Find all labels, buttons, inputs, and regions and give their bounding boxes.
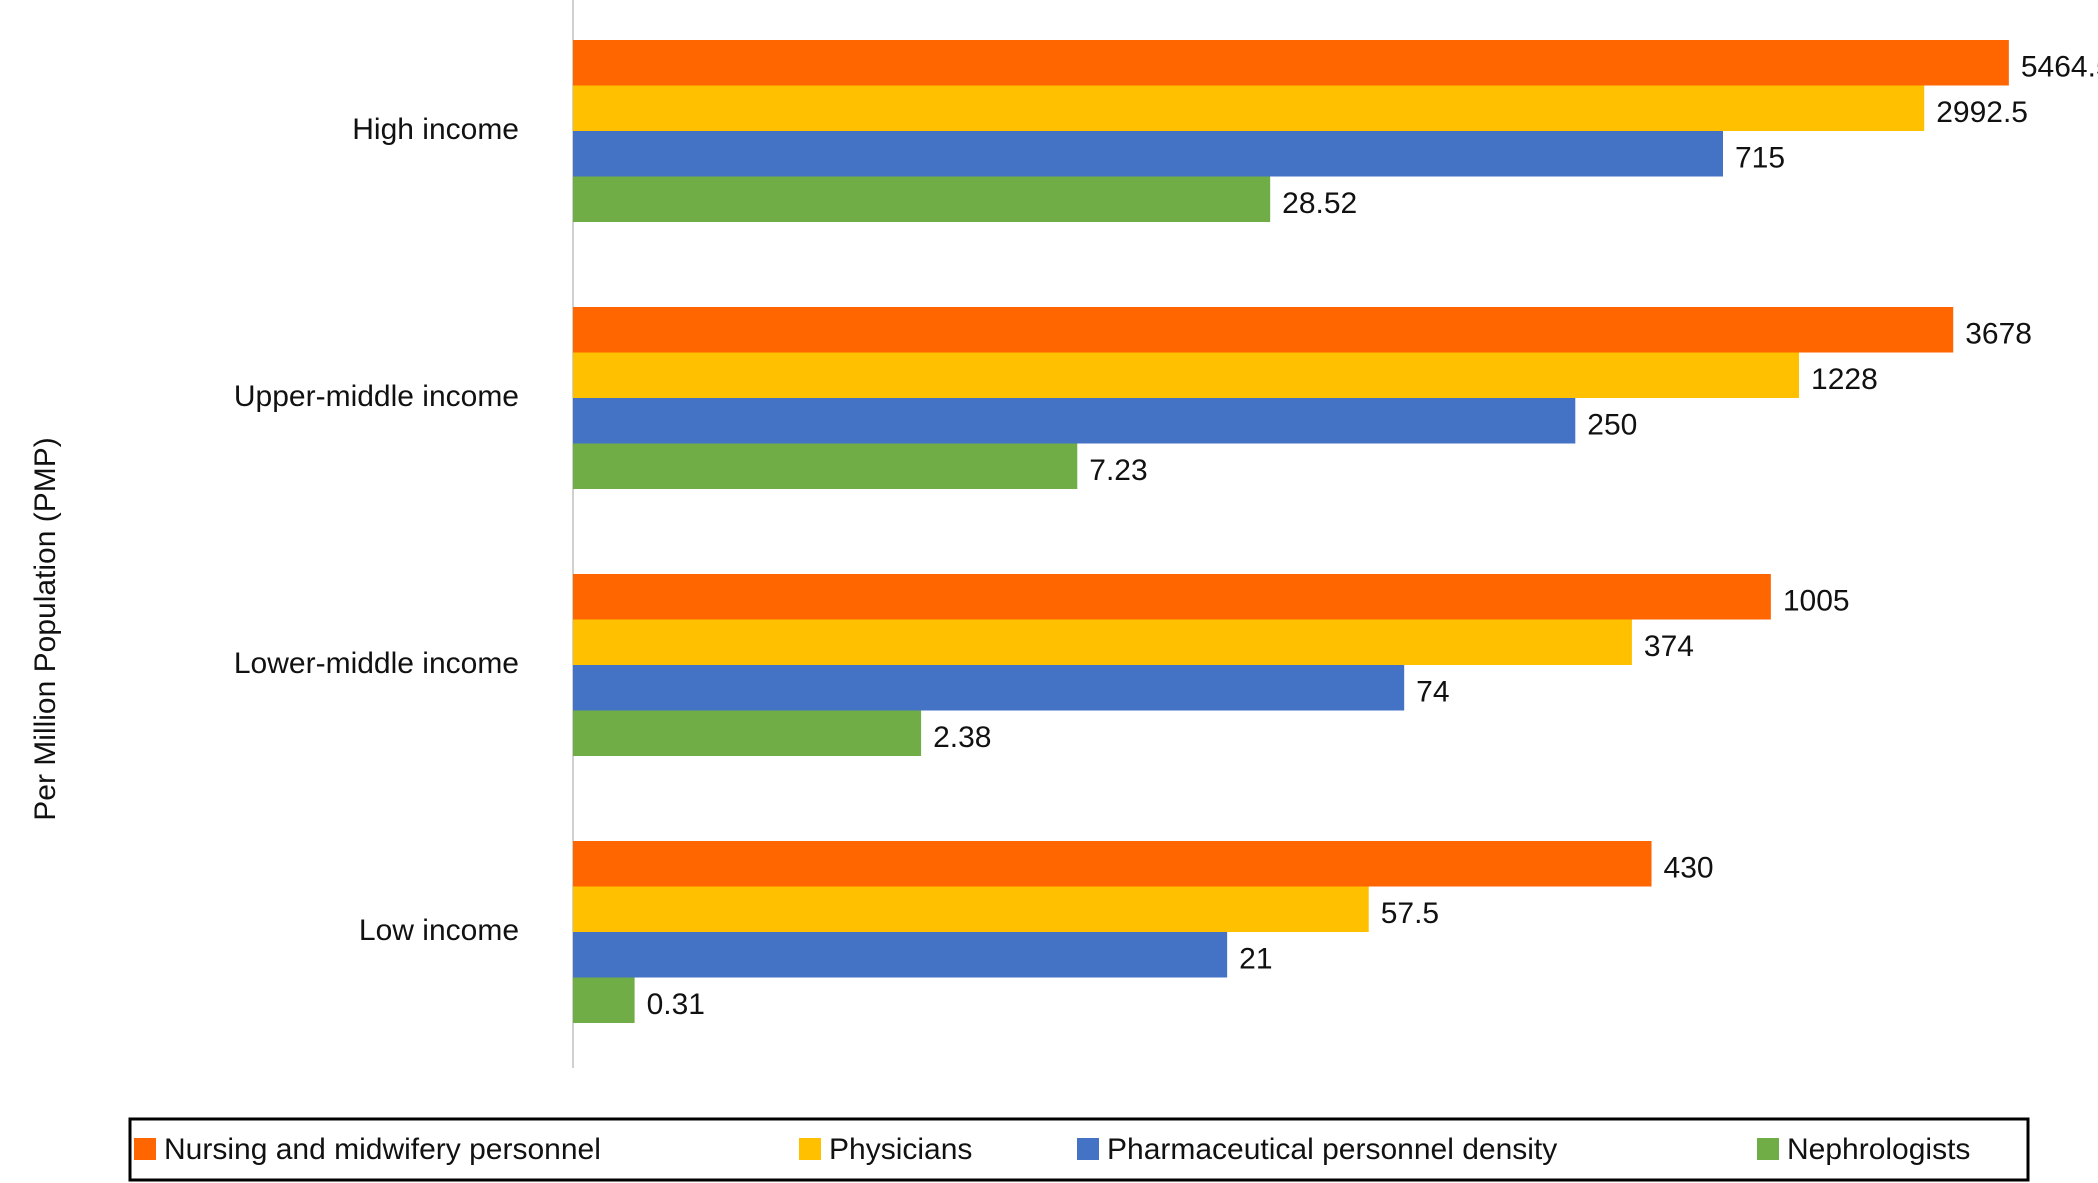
bar [573, 665, 1405, 711]
data-label: 430 [1664, 852, 1714, 885]
bar [573, 710, 922, 756]
bar [573, 307, 1954, 353]
data-label: 1005 [1783, 585, 1850, 618]
data-label: 0.31 [647, 988, 705, 1021]
bar [573, 398, 1576, 444]
legend-label: Pharmaceutical personnel density [1107, 1133, 1557, 1166]
bar [573, 574, 1771, 620]
legend-label: Nephrologists [1787, 1133, 1970, 1166]
legend-swatch [134, 1138, 156, 1160]
data-label: 57.5 [1381, 897, 1439, 930]
data-label: 3678 [1965, 318, 2032, 351]
data-label: 2.38 [933, 721, 991, 754]
y-tick-label: Upper-middle income [234, 380, 519, 413]
y-tick-label: High income [352, 113, 519, 146]
bar [573, 176, 1271, 222]
bar [573, 40, 2009, 86]
legend-label: Nursing and midwifery personnel [164, 1133, 601, 1166]
legend-swatch [799, 1138, 821, 1160]
data-label: 250 [1587, 409, 1637, 442]
y-axis-label: Per Million Population (PMP) [29, 437, 62, 820]
bar [573, 352, 1800, 398]
bar [573, 841, 1652, 887]
legend-swatch [1077, 1138, 1099, 1160]
data-label: 28.52 [1282, 187, 1357, 220]
data-label: 1228 [1811, 363, 1878, 396]
bar [573, 85, 1925, 131]
legend-label: Physicians [829, 1133, 972, 1166]
data-label: 715 [1735, 142, 1785, 175]
data-label: 7.23 [1089, 454, 1147, 487]
legend-swatch [1757, 1138, 1779, 1160]
data-label: 74 [1416, 676, 1449, 709]
bar [573, 977, 635, 1023]
y-tick-label: Lower-middle income [234, 647, 519, 680]
data-label: 5464.5 [2021, 51, 2098, 84]
data-label: 2992.5 [1936, 96, 2028, 129]
data-label: 21 [1239, 943, 1272, 976]
bar [573, 131, 1724, 177]
y-tick-label: Low income [359, 914, 519, 947]
bar [573, 443, 1078, 489]
bar [573, 932, 1228, 978]
data-label: 374 [1644, 630, 1694, 663]
legend [128, 1117, 2030, 1182]
bar [573, 886, 1369, 932]
bar [573, 619, 1632, 665]
